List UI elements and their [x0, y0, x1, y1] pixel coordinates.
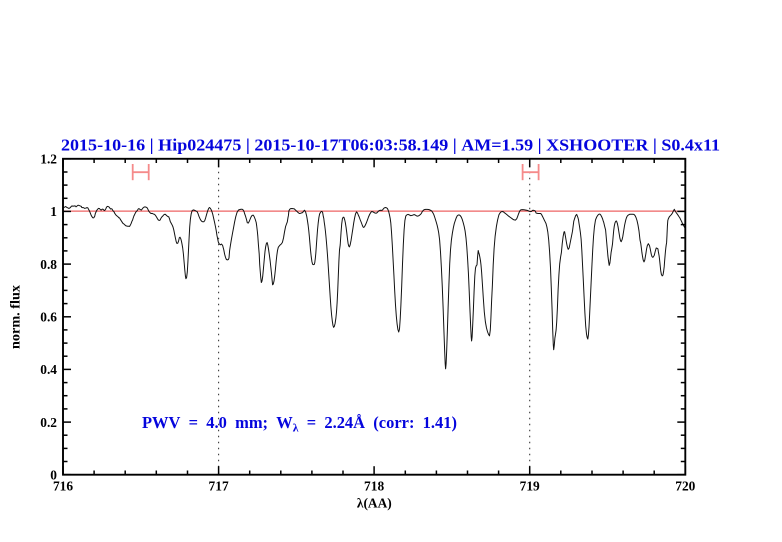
svg-text:718: 718	[364, 479, 384, 494]
svg-text:norm. flux: norm. flux	[8, 285, 23, 349]
svg-text:PWV = 4.0 mm; Wλ = 2.24Å: PWV = 4.0 mm; Wλ = 2.24Å (corr: 1.41)	[142, 413, 457, 435]
svg-text:0.2: 0.2	[40, 415, 57, 430]
svg-text:716: 716	[53, 479, 73, 494]
svg-text:0.4: 0.4	[40, 362, 57, 377]
svg-text:1.2: 1.2	[40, 152, 57, 167]
svg-text:λ(AA): λ(AA)	[357, 496, 392, 511]
svg-text:0: 0	[50, 468, 57, 483]
svg-text:0.8: 0.8	[40, 257, 57, 272]
svg-text:1: 1	[50, 204, 57, 219]
svg-text:0.6: 0.6	[40, 310, 57, 325]
svg-text:719: 719	[520, 479, 540, 494]
svg-text:717: 717	[209, 479, 229, 494]
svg-text:2015-10-16 | Hip024475 | 2015-: 2015-10-16 | Hip024475 | 2015-10-17T06:0…	[61, 136, 720, 155]
svg-text:720: 720	[675, 479, 695, 494]
